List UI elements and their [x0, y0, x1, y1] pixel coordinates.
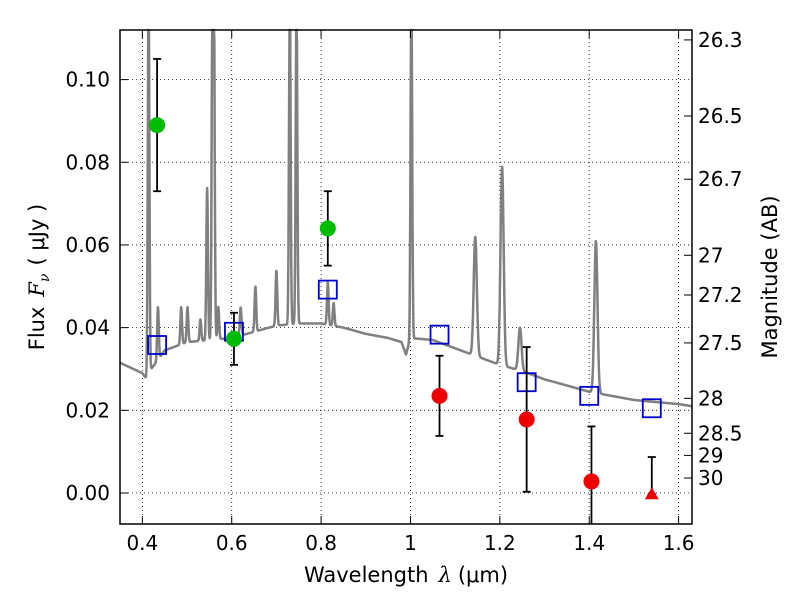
data-markers [147, 58, 662, 524]
y2-axis-label: Magnitude (AB) [758, 195, 782, 358]
y2-tick-label: 27 [698, 243, 723, 267]
model-square-marker [147, 335, 167, 355]
model-square-marker [429, 324, 450, 345]
y-tick-label: 0.04 [65, 316, 110, 340]
y-tick-label: 0.08 [65, 150, 110, 174]
y-axis-label-symbol: F [25, 281, 49, 298]
low_significance-circle-marker [518, 411, 535, 428]
y2-tick-label: 26.5 [698, 104, 743, 128]
low_significance-circle-marker [431, 387, 448, 404]
y-tick-label: 0.00 [65, 481, 110, 505]
low_significance-circle-marker [583, 473, 600, 490]
spectrum-line [119, 28, 693, 408]
x-tick-label: 1.6 [663, 531, 695, 555]
spectrum-curve [119, 28, 693, 408]
detections-circle-marker [319, 220, 336, 237]
x-axis-label-symbol: λ [438, 563, 452, 587]
model-square-marker [579, 385, 600, 406]
x-tick-label: 1 [404, 531, 417, 555]
x-tick-label: 1.4 [573, 531, 605, 555]
x-axis-label-text: Wavelength [304, 563, 429, 587]
plot-frame [119, 29, 693, 525]
model-square-marker [317, 279, 338, 300]
x-axis-label-unit: (μm) [458, 563, 508, 587]
x-tick-label: 0.8 [305, 531, 337, 555]
y-tick-label: 0.06 [65, 233, 110, 257]
non-detection-triangle-marker [644, 487, 659, 500]
y-axis-label-text: Flux [25, 307, 49, 351]
x-tick-label: 0.4 [126, 531, 158, 555]
model-square-marker [641, 398, 662, 419]
y2-tick-label: 27.5 [698, 331, 743, 355]
y2-tick-label: 29 [698, 443, 723, 467]
y2-tick-label: 26.7 [698, 167, 743, 191]
y-axis-label-unit: ( μJy ) [25, 204, 49, 266]
y-tick-label: 0.10 [65, 68, 110, 92]
x-axis-label: Wavelength λ (μm) [304, 563, 508, 587]
detections-circle-marker [225, 330, 242, 347]
detections-circle-marker [149, 117, 166, 134]
y-tick-label: 0.02 [65, 398, 110, 422]
x-tick-label: 1.2 [484, 531, 516, 555]
y-axis-label: Flux Fν ( μJy ) [25, 204, 53, 350]
y-axis-label-subscript: ν [37, 273, 53, 282]
x-tick-label: 0.6 [216, 531, 248, 555]
y2-tick-label: 27.2 [698, 283, 743, 307]
axis-ticks: 0.4 0.6 0.8 1 1.2 1.4 1.6 0.00 0.02 0.04 0.06 0.08 0… [65, 28, 742, 555]
y2-tick-label: 26.3 [698, 28, 743, 52]
y2-tick-label: 30 [698, 466, 723, 490]
y2-tick-label: 28.5 [698, 421, 743, 445]
y2-tick-label: 28 [698, 386, 723, 410]
